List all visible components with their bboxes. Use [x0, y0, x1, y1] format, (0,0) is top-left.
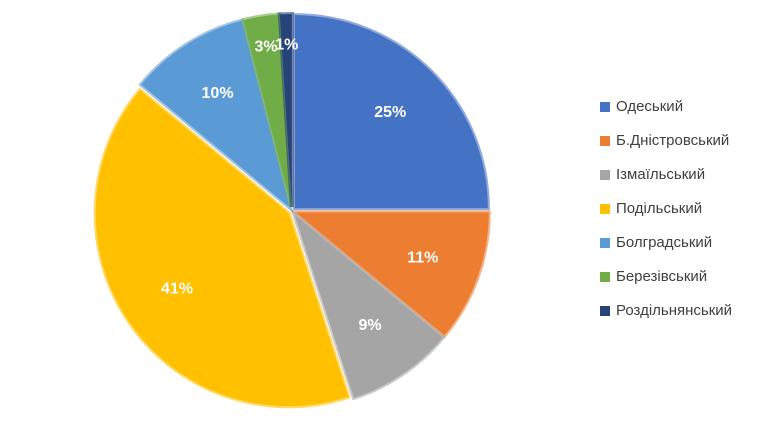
pie-slice [138, 18, 294, 214]
value-label: 25% [374, 104, 406, 121]
legend-label: Одеський [616, 98, 683, 115]
legend-label: Болградський [616, 234, 712, 251]
legend-label: Березівський [616, 268, 707, 285]
value-label: 11% [407, 249, 438, 266]
pie-slice [292, 13, 490, 211]
pie-slice [290, 208, 446, 401]
legend-swatch [600, 136, 610, 146]
legend-swatch [600, 306, 610, 316]
legend-swatch [600, 102, 610, 112]
legend-label: Б.Дністровський [616, 132, 729, 149]
value-label: 9% [359, 317, 382, 334]
value-label: 1% [275, 36, 298, 53]
pie-slice [290, 210, 491, 339]
legend-swatch [600, 170, 610, 180]
legend-swatch [600, 238, 610, 248]
value-label: 41% [161, 280, 193, 297]
legend-label: Роздільнянський [616, 302, 732, 319]
legend-swatch [600, 204, 610, 214]
legend-label: Ізмаїльський [616, 166, 705, 183]
pie-slice [93, 87, 351, 409]
pie-slice [277, 12, 294, 208]
value-label: 10% [202, 85, 234, 102]
legend-swatch [600, 272, 610, 282]
value-label: 3% [254, 38, 277, 55]
legend-label: Подільський [616, 200, 702, 217]
